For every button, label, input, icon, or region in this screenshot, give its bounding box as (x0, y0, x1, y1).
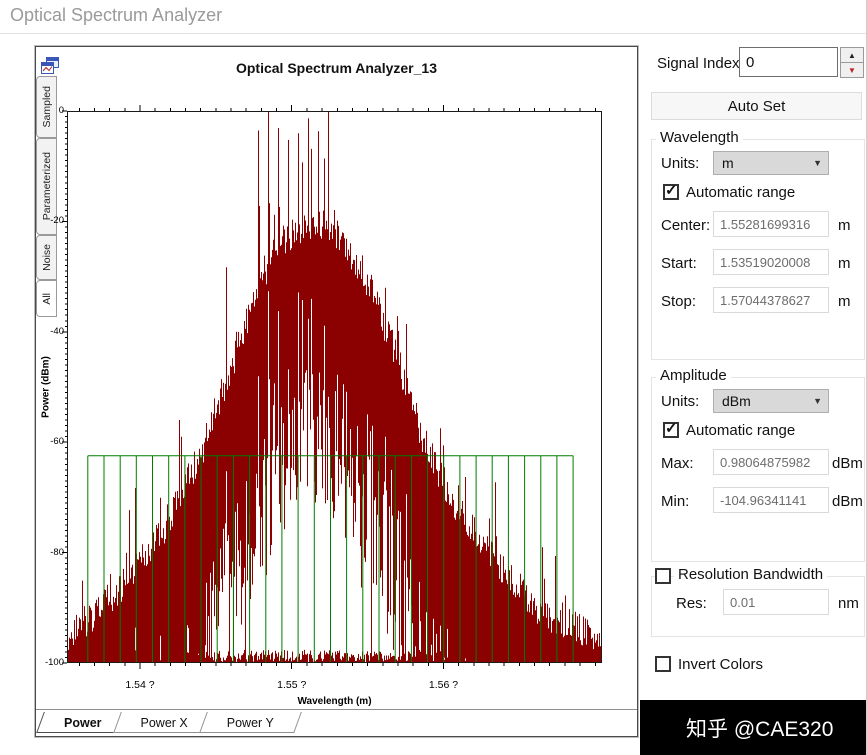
amplitude-units-label: Units: (661, 393, 700, 410)
invert-colors-checkbox[interactable]: ✓ (655, 656, 671, 672)
min-label: Min: (661, 493, 690, 510)
spin-down-icon: ▼ (848, 65, 856, 75)
tab-label: Power X (140, 716, 188, 730)
side-tab-noise[interactable]: Noise (36, 235, 57, 280)
wavelength-auto-range-checkbox[interactable]: ✓ (663, 182, 679, 200)
y-tick-label: -20 (50, 215, 64, 227)
wavelength-units-select[interactable]: m ▼ (713, 151, 829, 175)
watermark: 知乎 @CAE320 (640, 700, 866, 755)
side-tab-all[interactable]: All (36, 280, 57, 317)
wavelength-units-value: m (722, 155, 734, 171)
amplitude-auto-range-label: Automatic range (686, 422, 796, 439)
wavelength-group: Wavelength (651, 129, 865, 360)
auto-set-button[interactable]: Auto Set (651, 92, 862, 120)
signal-index-label: Signal Index: (657, 55, 744, 72)
amplitude-group: Amplitude (651, 367, 865, 562)
min-field[interactable] (713, 487, 829, 513)
resolution-bandwidth-checkbox[interactable]: ✓ (655, 568, 671, 584)
stop-label: Stop: (661, 293, 697, 310)
wavelength-group-title: Wavelength (656, 129, 743, 146)
x-axis-label: Wavelength (m) (297, 696, 372, 707)
start-label: Start: (661, 255, 697, 272)
bottom-tab-bar: Power Power X Power Y (36, 709, 637, 736)
center-unit: m (838, 217, 851, 234)
check-icon: ✓ (665, 182, 678, 199)
max-unit: dBm (832, 455, 863, 472)
min-unit: dBm (832, 493, 863, 510)
side-tab-label: Parameterized (40, 152, 53, 221)
check-icon: ✓ (665, 420, 678, 437)
resolution-bandwidth-label: Resolution Bandwidth (674, 566, 828, 583)
y-tick-label: -40 (50, 325, 64, 337)
side-tab-label: Noise (40, 244, 53, 271)
max-label: Max: (661, 455, 694, 472)
osa-window: Optical Spectrum Analyzer_13 Sampled Par… (35, 46, 638, 737)
y-axis-label: Power (dBm) (40, 356, 52, 418)
amplitude-group-title: Amplitude (656, 367, 731, 384)
start-unit: m (838, 255, 851, 272)
tab-label: Power (64, 716, 102, 730)
spin-up-icon: ▲ (848, 50, 856, 60)
start-field[interactable] (713, 249, 829, 275)
wavelength-units-label: Units: (661, 155, 700, 172)
spectrum-trace (68, 112, 601, 662)
y-tick-label: -100 (44, 657, 64, 668)
app-header: Optical Spectrum Analyzer (0, 0, 866, 34)
x-tick-label: 1.56 ? (428, 679, 459, 691)
side-tab-label: All (40, 292, 53, 305)
tab-power[interactable]: Power (46, 710, 120, 736)
analyzer-window-icon (41, 57, 59, 74)
tab-power-y[interactable]: Power Y (209, 710, 292, 736)
window-title: Optical Spectrum Analyzer (10, 5, 223, 25)
center-field[interactable] (713, 211, 829, 237)
signal-index-input[interactable] (739, 47, 838, 77)
res-field[interactable] (723, 589, 829, 615)
center-label: Center: (661, 217, 711, 234)
amplitude-units-value: dBm (722, 393, 751, 409)
chevron-down-icon: ▼ (813, 158, 822, 168)
signal-index-spin-up-button[interactable]: ▲ (840, 47, 864, 63)
res-label: Res: (676, 595, 707, 612)
invert-colors-label: Invert Colors (678, 656, 764, 673)
y-tick-label: 0 (58, 105, 64, 116)
watermark-text: 知乎 @CAE320 (686, 717, 834, 741)
graph-title: Optical Spectrum Analyzer_13 (235, 60, 437, 76)
signal-index-spin-down-button[interactable]: ▼ (840, 62, 864, 78)
y-tick-label: -60 (50, 436, 64, 448)
plot-area[interactable] (67, 111, 602, 663)
y-tick-label: -80 (50, 546, 64, 558)
amplitude-auto-range-checkbox[interactable]: ✓ (663, 420, 679, 438)
res-unit: nm (838, 595, 859, 612)
stop-unit: m (838, 293, 851, 310)
chevron-down-icon: ▼ (813, 396, 822, 406)
x-tick-label: 1.54 ? (125, 679, 155, 691)
side-tab-sampled[interactable]: Sampled (36, 76, 57, 138)
stop-field[interactable] (713, 287, 829, 313)
side-tab-parameterized[interactable]: Parameterized (36, 138, 57, 235)
max-field[interactable] (713, 449, 829, 475)
wavelength-auto-range-label: Automatic range (686, 184, 796, 201)
spectrum-chart (68, 112, 601, 662)
tab-power-x[interactable]: Power X (123, 710, 206, 736)
x-tick-label: 1.55 ? (277, 679, 307, 691)
tab-label: Power Y (226, 716, 274, 730)
amplitude-units-select[interactable]: dBm ▼ (713, 389, 829, 413)
